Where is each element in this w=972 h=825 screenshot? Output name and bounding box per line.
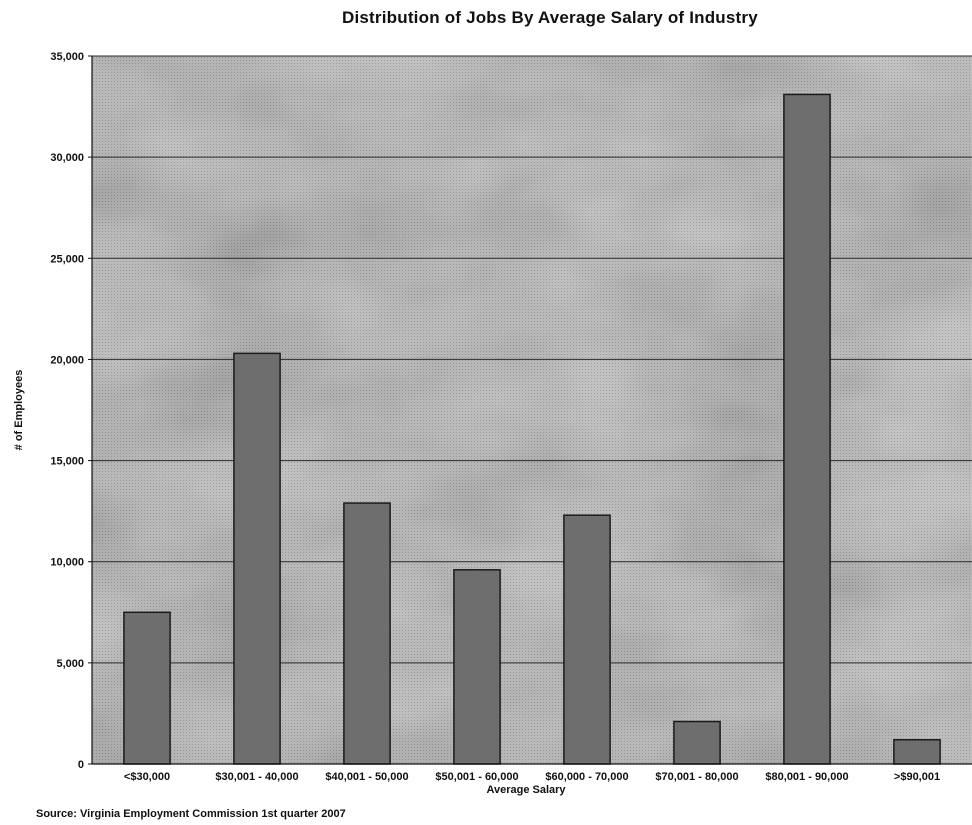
bar — [783, 93, 831, 765]
source-note: Source: Virginia Employment Commission 1… — [36, 808, 346, 820]
bar — [233, 352, 281, 765]
y-axis-title: # of Employees — [13, 370, 25, 451]
y-tick-label: 5,000 — [56, 658, 84, 670]
x-tick-label: $50,001 - 60,000 — [435, 771, 518, 783]
bar — [343, 502, 391, 765]
bars — [123, 93, 941, 765]
bar — [123, 611, 171, 765]
x-tick-label: $40,001 - 50,000 — [325, 771, 408, 783]
y-tick-label: 0 — [78, 759, 84, 771]
x-tick-label: $30,001 - 40,000 — [215, 771, 298, 783]
x-tick-label: $80,001 - 90,000 — [765, 771, 848, 783]
x-tick-label: >$90,001 — [894, 771, 940, 783]
bar — [673, 720, 721, 765]
y-tick-label: 35,000 — [50, 51, 84, 63]
bar — [893, 738, 941, 765]
plot-area — [92, 56, 972, 764]
y-tick-label: 30,000 — [50, 152, 84, 164]
x-tick-labels: <$30,000 $30,001 - 40,000 $40,001 - 50,000… — [124, 771, 940, 783]
axes — [91, 56, 972, 765]
x-axis-title: Average Salary — [486, 784, 566, 796]
bar — [453, 569, 501, 765]
bar — [563, 514, 611, 765]
x-tick-label: $60,000 - 70,000 — [545, 771, 628, 783]
y-tick-label: 25,000 — [50, 253, 84, 265]
x-tick-label: <$30,000 — [124, 771, 170, 783]
y-tick-label: 15,000 — [50, 456, 84, 468]
y-tick-labels: 0 5,000 10,000 15,000 20,000 25,000 30,000 35,0… — [50, 51, 92, 771]
plot-dot-pattern — [92, 56, 972, 764]
y-tick-label: 20,000 — [50, 354, 84, 366]
x-tick-label: $70,001 - 80,000 — [655, 771, 738, 783]
y-tick-label: 10,000 — [50, 557, 84, 569]
chart-title: Distribution of Jobs By Average Salary o… — [342, 8, 758, 27]
